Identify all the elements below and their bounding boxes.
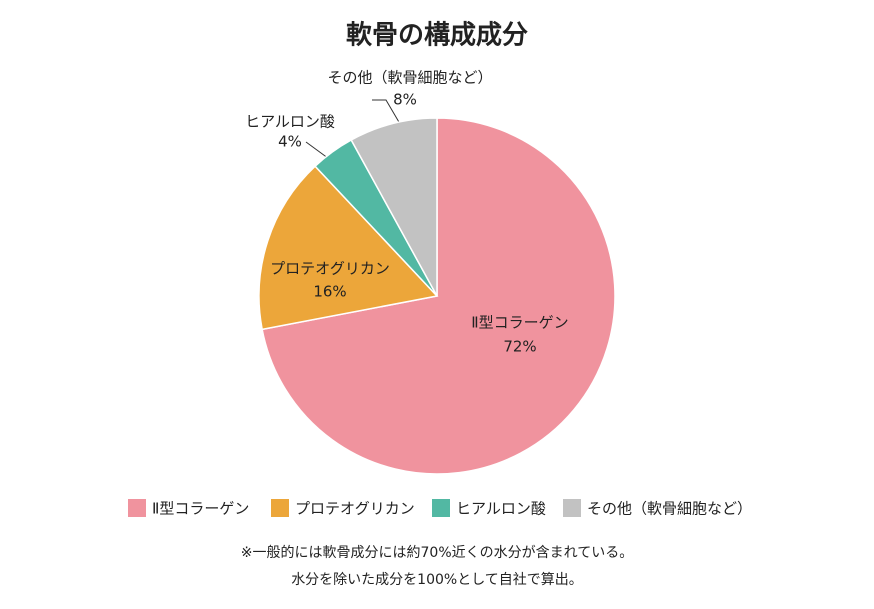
pie-slice xyxy=(258,165,439,331)
pie-slice xyxy=(350,117,438,297)
chart-title: 軟骨の構成成分 xyxy=(346,20,528,51)
legend-label: ヒアルロン酸 xyxy=(456,500,546,518)
legend-label: その他（軟骨細胞など） xyxy=(587,500,752,518)
value-label: 72% xyxy=(503,338,536,356)
legend-label: Ⅱ型コラーゲン xyxy=(152,500,249,518)
pie-slice xyxy=(261,117,616,475)
slice-label: その他（軟骨細胞など） xyxy=(327,69,492,87)
note: ※一般的には軟骨成分には約70%近くの水分が含まれている。 xyxy=(241,545,633,561)
slice-label: プロテオグリカン xyxy=(270,260,390,278)
value-label: 16% xyxy=(313,283,346,301)
slice-label: ヒアルロン酸 xyxy=(245,113,335,131)
legend-label: プロテオグリカン xyxy=(295,500,415,518)
legend-swatch xyxy=(271,499,289,517)
value-label: 8% xyxy=(393,91,417,109)
note: 水分を除いた成分を100%として自社で算出。 xyxy=(291,572,583,588)
legend-swatch xyxy=(432,499,450,517)
slice-label: Ⅱ型コラーゲン xyxy=(471,314,568,332)
legend-swatch xyxy=(563,499,581,517)
legend-swatch xyxy=(128,499,146,517)
value-label: 4% xyxy=(278,133,302,151)
